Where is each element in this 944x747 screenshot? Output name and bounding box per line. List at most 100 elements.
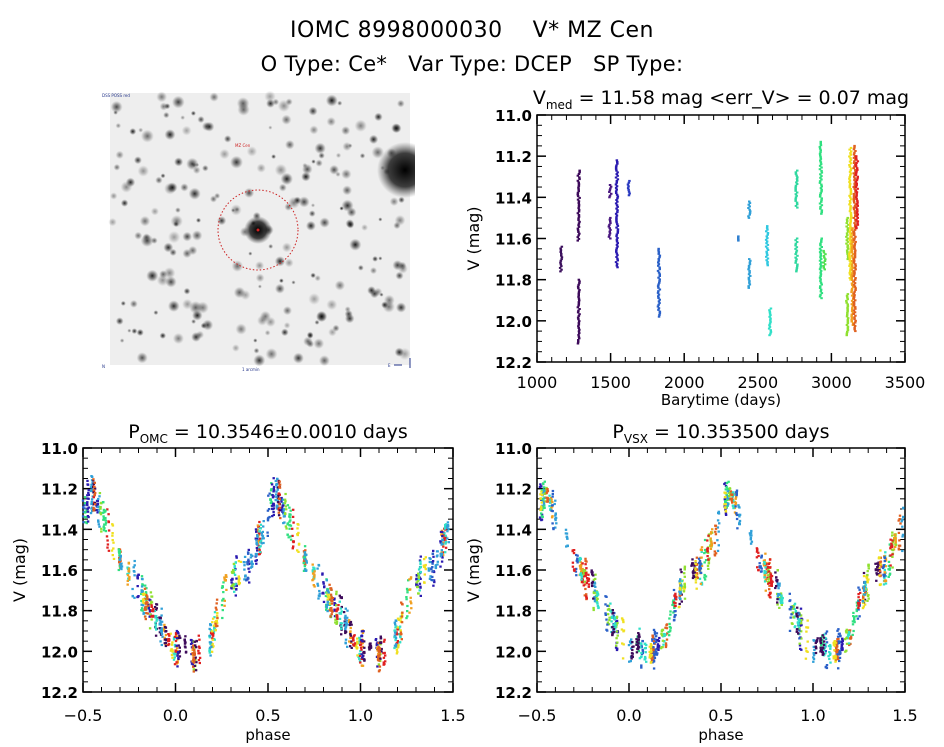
data-point xyxy=(867,578,870,581)
data-point xyxy=(154,621,157,624)
data-point xyxy=(756,566,759,569)
data-point xyxy=(107,513,110,516)
data-point xyxy=(261,537,264,540)
data-point xyxy=(275,495,278,499)
data-point xyxy=(854,158,857,161)
data-point xyxy=(813,639,816,642)
data-point xyxy=(747,285,750,288)
data-point xyxy=(554,526,557,529)
data-point xyxy=(848,265,851,267)
data-point xyxy=(94,492,97,495)
data-point xyxy=(838,641,841,645)
data-point xyxy=(884,575,887,578)
data-point xyxy=(278,493,281,496)
data-point xyxy=(854,174,858,176)
data-point xyxy=(694,569,697,572)
data-point xyxy=(215,624,218,627)
data-point xyxy=(305,559,308,562)
data-point xyxy=(768,584,771,587)
data-point xyxy=(208,647,211,650)
data-point xyxy=(853,254,857,257)
data-point xyxy=(150,609,154,612)
data-point xyxy=(346,616,349,619)
data-point xyxy=(353,642,357,645)
data-point xyxy=(819,192,822,195)
data-point xyxy=(799,647,802,650)
data-point xyxy=(763,574,766,577)
data-point xyxy=(303,551,307,554)
data-point xyxy=(581,572,584,575)
data-point xyxy=(238,577,241,580)
data-point xyxy=(717,510,720,513)
data-point xyxy=(159,621,162,624)
data-point xyxy=(441,543,445,547)
data-point xyxy=(148,598,151,601)
data-point xyxy=(317,594,321,597)
data-point xyxy=(140,599,143,603)
data-point xyxy=(700,546,704,549)
y-tick-label: 11.4 xyxy=(495,521,532,539)
data-point xyxy=(840,641,844,644)
data-point xyxy=(302,569,306,572)
data-point xyxy=(635,643,639,646)
data-point xyxy=(901,518,904,521)
data-point xyxy=(855,162,858,164)
data-point xyxy=(865,575,868,579)
data-point xyxy=(850,268,854,271)
data-point xyxy=(854,150,857,152)
data-point xyxy=(195,640,198,643)
data-point xyxy=(560,268,563,271)
field-star xyxy=(398,196,405,204)
data-point xyxy=(87,497,90,500)
data-point xyxy=(855,192,858,195)
data-point xyxy=(776,597,780,601)
data-point xyxy=(285,527,288,530)
data-point xyxy=(379,642,383,645)
data-point xyxy=(651,634,654,637)
data-point xyxy=(648,656,651,659)
data-point xyxy=(848,629,851,632)
data-point xyxy=(100,502,103,505)
data-point xyxy=(615,630,619,633)
data-point xyxy=(231,578,234,581)
data-point xyxy=(582,571,586,574)
data-point xyxy=(147,603,150,606)
data-point xyxy=(760,554,763,557)
data-point xyxy=(584,563,587,566)
data-point xyxy=(577,215,581,218)
data-point xyxy=(894,539,897,542)
data-point xyxy=(583,573,586,577)
data-point xyxy=(894,545,897,548)
data-point xyxy=(272,513,275,516)
data-point xyxy=(789,599,792,602)
field-star xyxy=(223,135,232,143)
data-point xyxy=(86,507,89,510)
data-point xyxy=(863,600,866,603)
data-point xyxy=(652,659,656,662)
y-tick-label: 11.0 xyxy=(495,107,532,125)
data-point xyxy=(829,661,832,664)
data-point xyxy=(717,544,720,547)
data-point xyxy=(853,179,856,182)
data-point xyxy=(781,596,784,600)
data-point xyxy=(255,552,258,556)
data-point xyxy=(884,571,887,574)
field-star xyxy=(171,95,185,109)
data-point xyxy=(86,507,89,510)
data-point xyxy=(789,605,793,608)
data-point xyxy=(144,615,147,618)
data-point xyxy=(289,516,292,519)
data-point xyxy=(234,561,237,564)
data-point xyxy=(132,566,135,569)
data-point xyxy=(417,575,420,578)
data-point xyxy=(209,632,213,635)
data-point xyxy=(822,640,826,643)
data-point xyxy=(834,641,837,644)
data-point xyxy=(848,637,851,640)
data-point xyxy=(724,508,727,511)
field-star xyxy=(389,197,399,207)
data-point xyxy=(257,539,260,542)
data-point xyxy=(768,566,771,569)
field-star xyxy=(303,336,313,347)
data-point xyxy=(150,605,153,608)
